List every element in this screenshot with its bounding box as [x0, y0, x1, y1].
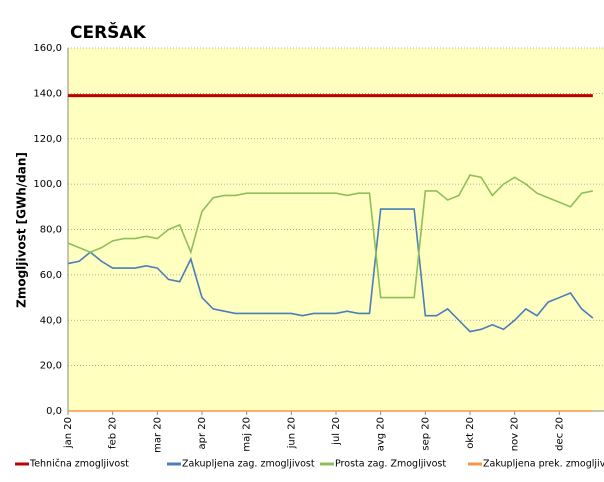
y-tick-label: 20,0: [40, 361, 62, 372]
y-axis-label: Zmogljivost [GWh/dan]: [15, 152, 29, 308]
x-tick-label: sep 20: [420, 417, 431, 451]
series-line: [67, 208, 594, 333]
y-tick-label: 80,0: [40, 225, 62, 236]
x-tick-label: apr 20: [197, 417, 208, 450]
y-tick-label: 40,0: [40, 315, 62, 326]
y-tick-label: 140,0: [33, 88, 62, 99]
x-tick-label: feb 20: [108, 417, 119, 449]
series-line: [67, 174, 593, 299]
y-tick-label: 0,0: [46, 406, 62, 417]
x-tick-label: okt 20: [465, 417, 476, 449]
x-tick-label: dec 20: [554, 417, 565, 451]
legend-label: Tehnična zmogljivost: [29, 459, 129, 470]
y-tick-label: 60,0: [40, 270, 62, 281]
chart-title: CERŠAK: [70, 21, 147, 43]
x-tick-label: nov 20: [510, 417, 521, 451]
x-tick-label: avg 20: [376, 417, 387, 451]
y-tick-label: 100,0: [33, 179, 62, 190]
legend-label: Zakupljena zag. zmogljivost: [182, 459, 315, 470]
x-tick-label: jun 20: [286, 417, 297, 449]
y-tick-label: 160,0: [33, 43, 62, 54]
legend-label: Zakupljena prek. zmogljivost: [483, 459, 604, 470]
x-tick-label: jan 20: [63, 417, 74, 449]
y-tick-label: 120,0: [33, 134, 62, 145]
x-tick-label: maj 20: [242, 417, 253, 452]
x-tick-label: jul 20: [331, 417, 342, 446]
x-tick-label: mar 20: [152, 417, 163, 453]
legend-label: Prosta zag. Zmogljivost: [335, 459, 446, 470]
